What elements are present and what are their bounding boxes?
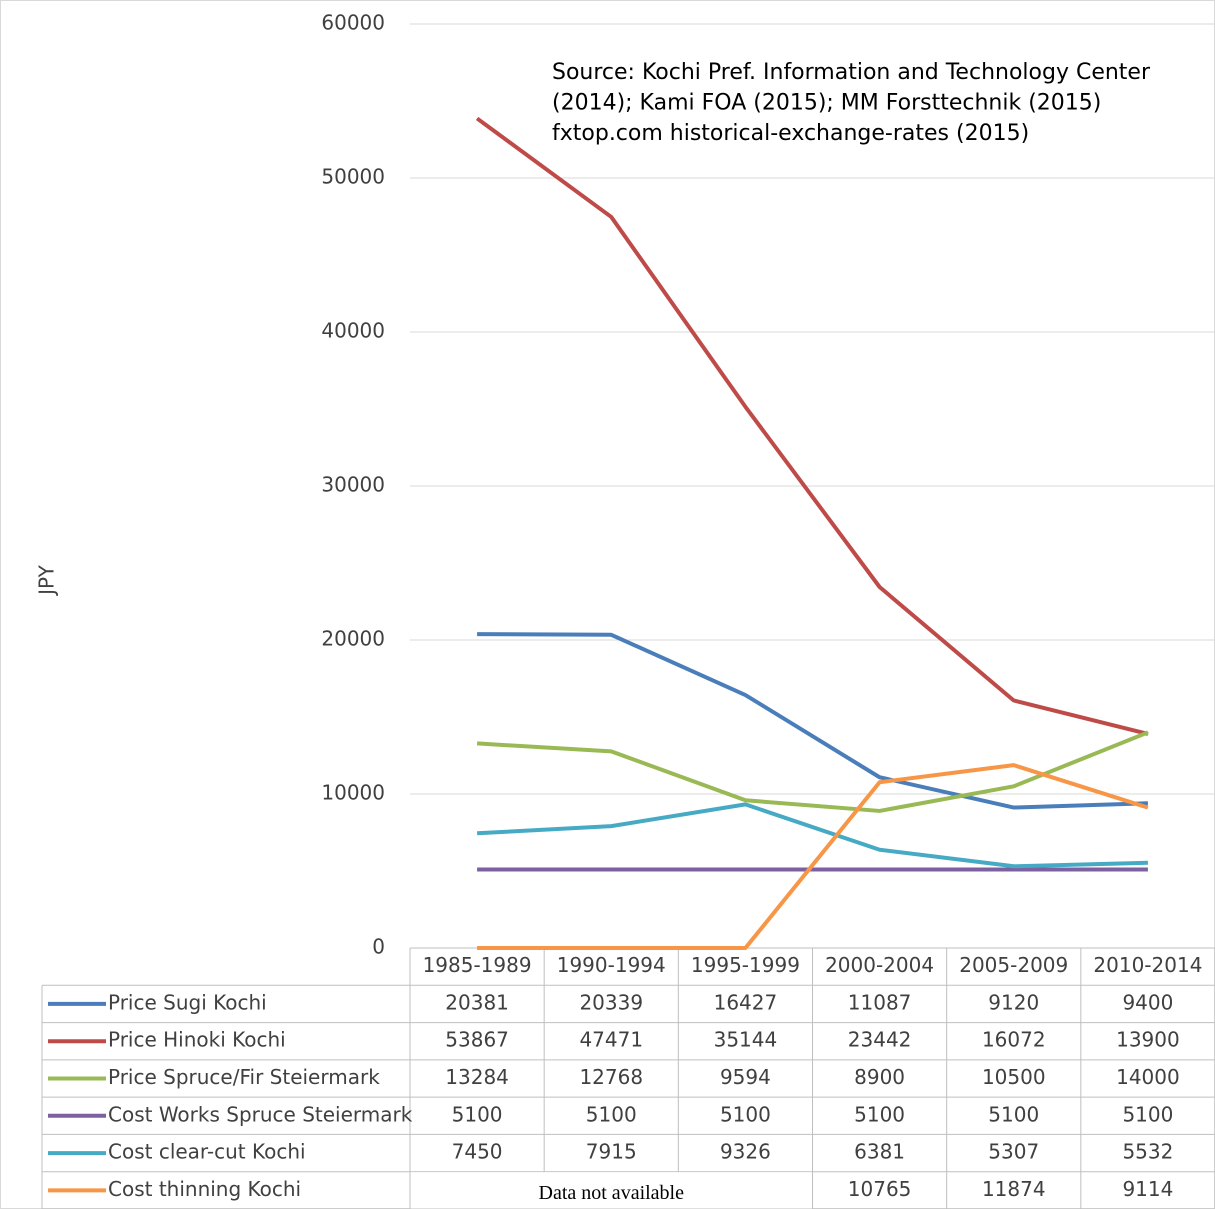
table-value: 53867 [445, 1028, 509, 1052]
table-value: 5100 [854, 1102, 905, 1126]
x-tick-label: 1990-1994 [557, 953, 666, 977]
legend-label: Price Hinoki Kochi [108, 1028, 286, 1052]
legend-label: Cost clear-cut Kochi [108, 1140, 306, 1164]
table-value: 10765 [848, 1177, 912, 1201]
annotation: Source: Kochi Pref. Information and Tech… [552, 60, 1151, 85]
table-value: 23442 [848, 1028, 912, 1052]
table-value: 9120 [988, 990, 1039, 1014]
table-value: 20381 [445, 990, 509, 1014]
table-value: 35144 [714, 1028, 778, 1052]
table-value: 5100 [720, 1102, 771, 1126]
table-value: 7915 [586, 1140, 637, 1164]
y-tick-label: 40000 [321, 319, 385, 343]
series-line [477, 763, 1149, 950]
na-label: Data not available [539, 1182, 685, 1204]
table-value: 5100 [452, 1102, 503, 1126]
legend-label: Price Spruce/Fir Steiermark [108, 1065, 380, 1089]
y-tick-label: 50000 [321, 165, 385, 189]
table-value: 5307 [988, 1140, 1039, 1164]
table-value: 11874 [982, 1177, 1046, 1201]
table-value: 8900 [854, 1065, 905, 1089]
x-tick-label: 1985-1989 [423, 953, 532, 977]
x-tick-label: 2010-2014 [1093, 953, 1202, 977]
y-tick-label: 20000 [321, 627, 385, 651]
table-value: 14000 [1116, 1065, 1180, 1089]
table-value: 9594 [720, 1065, 771, 1089]
y-tick-label: 10000 [321, 781, 385, 805]
series-line [476, 730, 1149, 813]
annotation: (2014); Kami FOA (2015); MM Forsttechnik… [552, 91, 1101, 116]
x-tick-label: 2000-2004 [825, 953, 934, 977]
table-value: 5532 [1122, 1140, 1173, 1164]
table-value: 16427 [714, 990, 778, 1014]
y-axis-label: JPY [35, 564, 59, 597]
y-tick-label: 30000 [321, 473, 385, 497]
series-line [476, 802, 1148, 869]
table-value: 47471 [579, 1028, 643, 1052]
table-value: 7450 [452, 1140, 503, 1164]
legend-label: Cost thinning Kochi [108, 1177, 301, 1201]
y-tick-label: 0 [372, 935, 385, 959]
table-value: 9114 [1122, 1177, 1173, 1201]
table-value: 11087 [848, 990, 912, 1014]
table-value: 5100 [1122, 1102, 1173, 1126]
table-value: 9326 [720, 1140, 771, 1164]
table-value: 16072 [982, 1028, 1046, 1052]
table-value: 9400 [1122, 990, 1173, 1014]
x-tick-label: 2005-2009 [959, 953, 1068, 977]
table-value: 20339 [579, 990, 643, 1014]
annotation: fxtop.com historical-exchange-rates (201… [552, 121, 1029, 146]
na-cover [410, 1172, 812, 1209]
y-tick-label: 60000 [321, 11, 385, 35]
table-value: 12768 [579, 1065, 643, 1089]
legend-label: Price Sugi Kochi [108, 990, 267, 1014]
table-value: 6381 [854, 1140, 905, 1164]
table-value: 13284 [445, 1065, 509, 1089]
table-value: 5100 [586, 1102, 637, 1126]
table-value: 10500 [982, 1065, 1046, 1089]
table-value: 13900 [1116, 1028, 1180, 1052]
legend-label: Cost Works Spruce Steiermark [108, 1102, 413, 1126]
table-value: 5100 [988, 1102, 1039, 1126]
x-tick-label: 1995-1999 [691, 953, 800, 977]
series-line [475, 116, 1149, 736]
series-line [477, 632, 1148, 810]
